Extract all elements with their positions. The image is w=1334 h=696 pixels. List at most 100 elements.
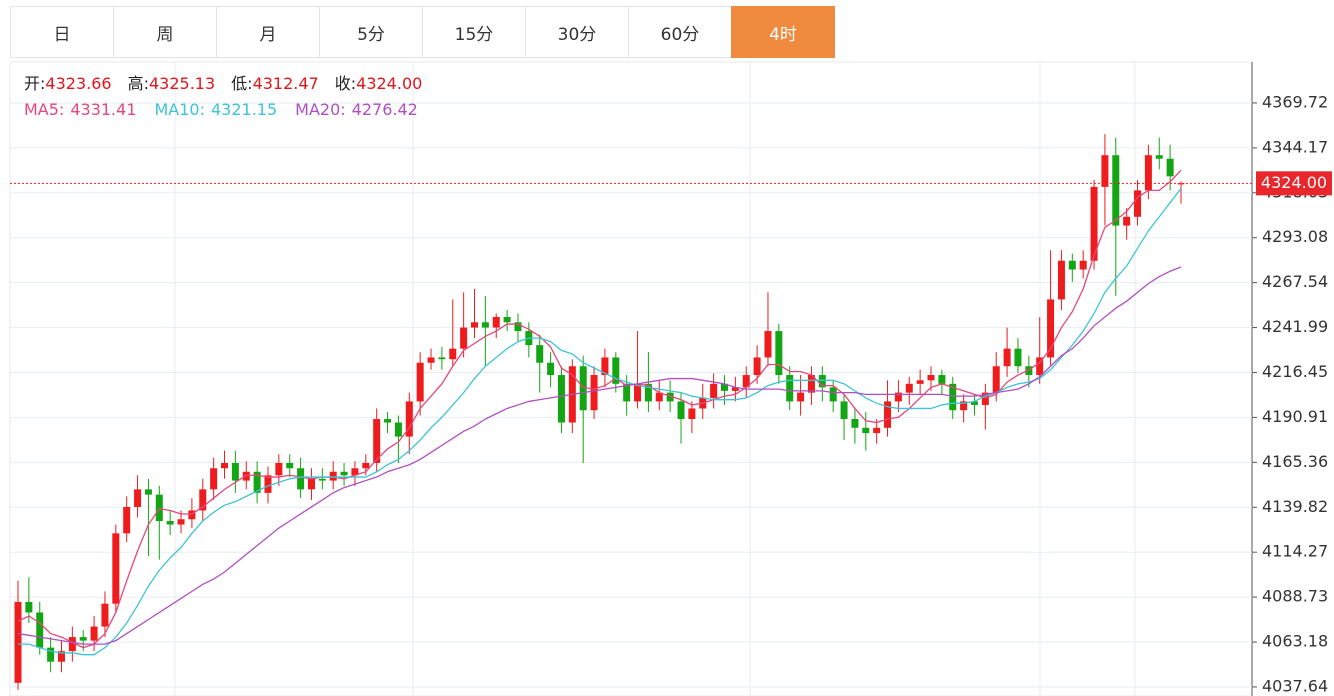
ohlc-label: 收: <box>335 74 356 93</box>
candle-body <box>960 401 968 411</box>
legend-name: MA5: <box>24 100 64 119</box>
candle-body <box>1101 155 1109 187</box>
candle-body <box>851 419 859 428</box>
candle-body <box>286 462 294 469</box>
ohlc-value: 4323.66 <box>45 74 111 93</box>
candle-body <box>210 468 218 490</box>
candle-body <box>938 375 946 384</box>
candle-body <box>797 392 805 402</box>
candle-body <box>68 637 76 652</box>
candle-body <box>720 383 728 391</box>
candle-body <box>1068 260 1076 270</box>
candle-body <box>373 419 381 463</box>
candle-body <box>905 383 913 393</box>
candle-body <box>231 462 239 481</box>
candle-body <box>384 419 392 423</box>
candle-body <box>1112 155 1120 226</box>
candle-body <box>873 427 881 434</box>
candle-body <box>775 331 783 376</box>
candle-body <box>57 651 65 662</box>
candle-body <box>25 601 33 613</box>
candle-body <box>318 478 326 481</box>
candle-body <box>199 489 207 511</box>
candle-body <box>655 392 663 402</box>
candle-body <box>884 401 892 428</box>
candle-body <box>644 383 652 402</box>
candle-body <box>340 471 348 476</box>
candle-body <box>981 392 989 405</box>
candle-body <box>1025 366 1033 376</box>
candle-body <box>438 357 446 360</box>
tab[interactable]: 5分 <box>319 6 423 58</box>
ohlc-header: 开:4323.66 高:4325.13 低:4312.47 收:4324.00 <box>24 74 422 93</box>
candle-body <box>427 357 435 363</box>
candle-body <box>177 519 185 525</box>
candle-body <box>155 494 163 522</box>
candle-body <box>786 375 794 402</box>
candle-body <box>90 626 98 641</box>
candle-body <box>927 375 935 381</box>
candle-body <box>916 380 924 384</box>
candle-body <box>101 603 109 627</box>
tab[interactable]: 60分 <box>628 6 732 58</box>
plot-frame <box>9 61 1253 696</box>
last-price-label: 4324.00 <box>1261 173 1327 192</box>
tab[interactable]: 月 <box>216 6 320 58</box>
candle-body <box>807 375 815 393</box>
last-price-box <box>1256 171 1332 196</box>
y-tick-label: 4165.36 <box>1262 452 1328 471</box>
y-tick-label: 4293.08 <box>1262 227 1328 246</box>
candle-body <box>134 489 142 507</box>
candle-body <box>623 383 631 402</box>
tab[interactable]: 4时 <box>731 6 835 58</box>
y-tick-label: 4344.17 <box>1262 137 1328 156</box>
candle-body <box>666 392 674 402</box>
candle-body <box>557 375 565 423</box>
y-tick-label: 4241.99 <box>1262 317 1328 336</box>
candle-body <box>492 317 500 328</box>
candle-body <box>1144 155 1152 191</box>
tab[interactable]: 30分 <box>525 6 629 58</box>
legend-value: 4276.42 <box>352 100 418 119</box>
candle-body <box>536 345 544 363</box>
candle-body <box>731 387 739 391</box>
y-tick-label: 4037.64 <box>1262 676 1328 695</box>
vertical-grid <box>174 62 1136 696</box>
tab[interactable]: 15分 <box>422 6 526 58</box>
candle-body <box>1047 299 1055 358</box>
candle-body <box>481 322 489 328</box>
candle-body <box>612 357 620 384</box>
candle-body <box>1057 260 1065 300</box>
y-tick-label: 4369.72 <box>1262 92 1328 111</box>
tab[interactable]: 日 <box>10 6 114 58</box>
candle-body <box>264 475 272 493</box>
candle-body <box>242 471 250 481</box>
candle-body <box>677 401 685 420</box>
ma-legend: MA5: 4331.41 MA10: 4321.15 MA20: 4276.42 <box>24 100 418 119</box>
tab-bar: 日周月 5分 15分 30分 60分 4时 <box>10 6 835 58</box>
candle-body <box>416 362 424 402</box>
candle-body <box>862 427 870 434</box>
candle-body <box>405 401 413 437</box>
candle-body <box>894 392 902 402</box>
ohlc-value: 4324.00 <box>356 74 422 93</box>
ohlc-label: 低: <box>231 74 252 93</box>
candle-body <box>818 375 826 388</box>
candle-body <box>634 383 642 402</box>
candle-body <box>221 462 229 469</box>
candle-body <box>297 468 305 490</box>
candle-body <box>1079 260 1087 270</box>
candle-body <box>166 521 174 525</box>
tab[interactable]: 周 <box>113 6 217 58</box>
candle-body <box>1134 190 1142 217</box>
y-tick-label: 4088.73 <box>1262 587 1328 606</box>
candle-body <box>1003 348 1011 367</box>
candle-body <box>1123 216 1131 226</box>
candle-body <box>1177 183 1185 185</box>
candle-body <box>829 387 837 402</box>
ohlc-label: 高: <box>128 74 149 93</box>
ma-line <box>18 187 1182 656</box>
candle-body <box>471 322 479 328</box>
candle-body <box>1166 158 1174 177</box>
